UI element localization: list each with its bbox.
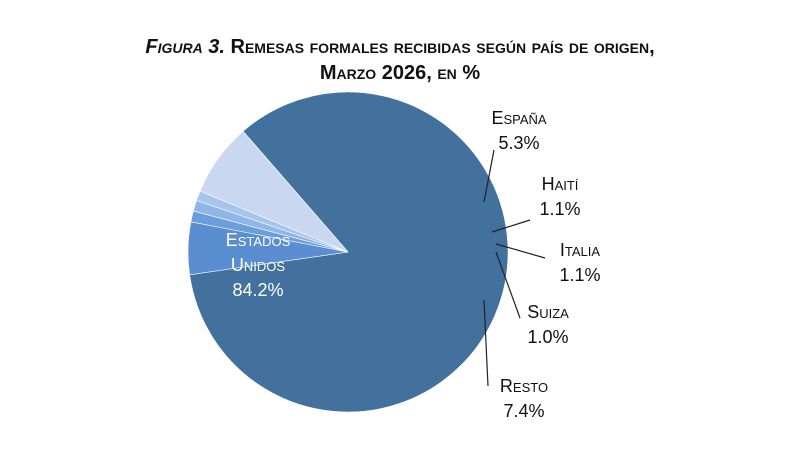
- slice-name-label-suiza: Suiza: [527, 302, 569, 322]
- slice-name-label-espana: España: [491, 108, 546, 128]
- slice-value-label-resto: 7.4%: [503, 401, 544, 421]
- leader-line-italia: [495, 243, 546, 259]
- leader-lines: [483, 149, 546, 387]
- leader-line-haiti: [491, 219, 531, 233]
- chart-title: Figura 3. Remesas formales recibidas seg…: [0, 34, 800, 86]
- slice-name-label-estados-unidos: Estados: [226, 230, 291, 250]
- leader-line-resto: [483, 299, 489, 387]
- pie-slice-resto: [199, 130, 349, 253]
- slice-value-label-italia: 1.1%: [559, 265, 600, 285]
- slice-value-label-suiza: 1.0%: [527, 327, 568, 347]
- slice-value-label-espana: 5.3%: [498, 133, 539, 153]
- chart-title-prefix: Figura 3.: [145, 36, 225, 58]
- chart-title-line2: Marzo 2026, en %: [319, 62, 481, 84]
- slice-name-label-haiti: Haití: [542, 174, 579, 194]
- slice-name-label-italia: Italia: [560, 240, 600, 260]
- chart-title-line1: Figura 3. Remesas formales recibidas seg…: [0, 34, 800, 60]
- pie-slices: [187, 91, 509, 413]
- pie-slice-estados-unidos: [189, 91, 509, 413]
- leader-line-suiza: [495, 251, 521, 319]
- leader-line-espana: [483, 149, 495, 203]
- slice-value-label-estados-unidos: 84.2%: [232, 280, 283, 300]
- slice-labels: Estados Unidos 84.2% España 5.3% Haití 1.1% Ita…: [226, 108, 601, 421]
- slice-value-label-haiti: 1.1%: [539, 199, 580, 219]
- slice-name-label-estados-unidos: Unidos: [231, 255, 285, 275]
- slice-name-label-resto: Resto: [500, 376, 548, 396]
- chart-title-text: Remesas formales recibidas según país de…: [230, 36, 655, 58]
